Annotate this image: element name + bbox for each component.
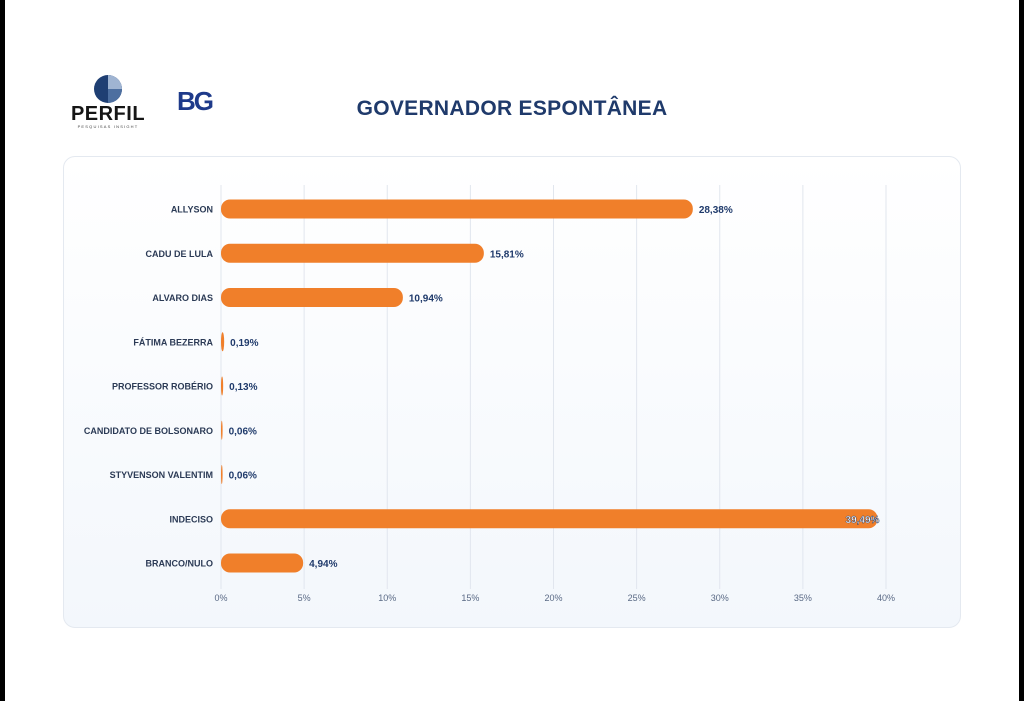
category-label: CANDIDATO DE BOLSONARO xyxy=(84,426,213,436)
category-label: FÁTIMA BEZERRA xyxy=(133,337,213,347)
value-label: 4,94% xyxy=(309,559,337,570)
bar xyxy=(221,288,403,307)
category-label: PROFESSOR ROBÉRIO xyxy=(112,382,213,392)
value-label: 0,19% xyxy=(230,338,258,349)
category-label: CADU DE LULA xyxy=(146,249,214,259)
x-tick-label: 25% xyxy=(628,593,646,603)
category-label: BRANCO/NULO xyxy=(146,559,214,569)
chart-title: GOVERNADOR ESPONTÂNEA xyxy=(356,97,668,120)
x-tick-label: 10% xyxy=(378,593,396,603)
category-label: ALLYSON xyxy=(171,205,213,215)
chart-panel: 0% 5% 10% 15% 20% 25% 30% 35% 40% ALLYSON 28,38% CA… xyxy=(63,156,961,628)
x-tick-label: 5% xyxy=(298,593,311,603)
value-label: 0,13% xyxy=(229,382,257,393)
pie-logo-icon xyxy=(94,75,122,103)
x-tick-label: 20% xyxy=(544,593,562,603)
bar xyxy=(221,199,693,219)
x-tick-label: 30% xyxy=(711,593,729,603)
bar xyxy=(221,420,223,440)
perfil-logo-tagline: PESQUISAS INSIGHT xyxy=(77,124,139,129)
x-tick-label: 15% xyxy=(461,593,479,603)
value-label: 39,49% xyxy=(846,515,880,526)
x-tick-label: 35% xyxy=(794,593,812,603)
bar xyxy=(221,553,304,573)
perfil-logo-text: PERFIL xyxy=(70,103,146,125)
bar xyxy=(221,465,223,484)
bar xyxy=(221,376,224,396)
category-label: STYVENSON VALENTIM xyxy=(110,470,213,480)
bar xyxy=(221,332,225,352)
value-label: 0,06% xyxy=(229,471,257,482)
bar xyxy=(221,509,878,529)
bg-logo: BG xyxy=(177,86,214,116)
bar-chart: 0% 5% 10% 15% 20% 25% 30% 35% 40% ALLYSON 28,38% CA… xyxy=(84,185,895,603)
page: PERFIL PESQUISAS INSIGHT BG GOVERNADOR E… xyxy=(5,0,1019,701)
category-label: INDECISO xyxy=(169,514,213,524)
value-label: 15,81% xyxy=(490,249,524,260)
x-tick-label: 40% xyxy=(877,593,895,603)
x-tick-label: 0% xyxy=(214,593,227,603)
category-label: ALVARO DIAS xyxy=(152,293,213,303)
perfil-logo: PERFIL PESQUISAS INSIGHT xyxy=(62,74,154,130)
value-label: 0,06% xyxy=(229,426,257,437)
value-label: 10,94% xyxy=(409,294,443,305)
bar xyxy=(221,243,484,263)
value-label: 28,38% xyxy=(699,205,733,216)
